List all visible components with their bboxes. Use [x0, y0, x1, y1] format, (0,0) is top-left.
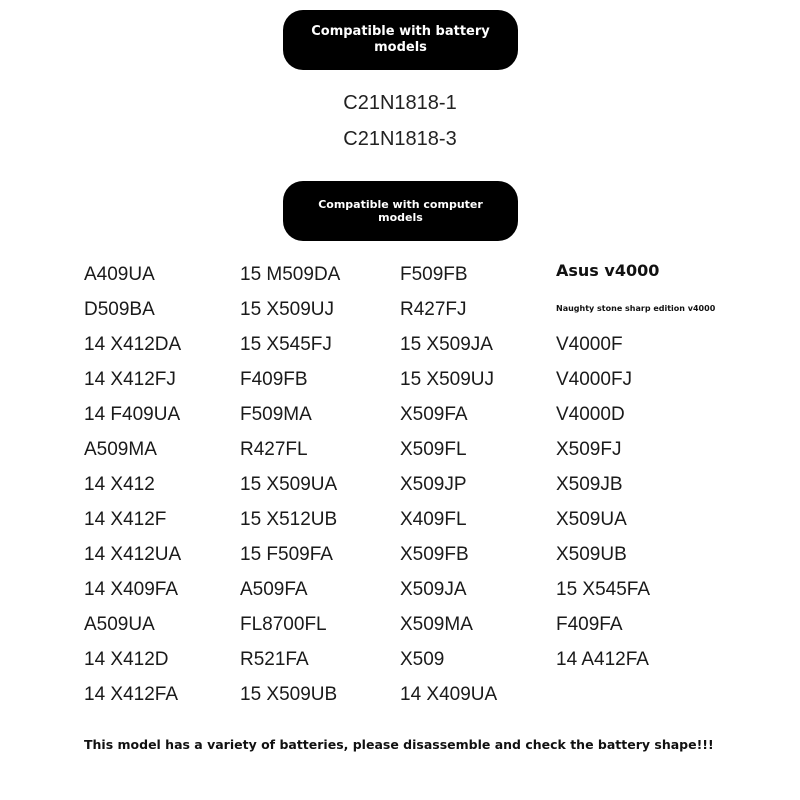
model-item: R427FL [240, 439, 308, 460]
model-item: X509FL [400, 439, 467, 460]
model-item: X509FB [400, 544, 469, 565]
asus-model-item: X509UA [556, 509, 627, 530]
asus-model-item: X509FJ [556, 439, 622, 460]
asus-model-item: X509JB [556, 474, 623, 495]
model-item: F509FB [400, 264, 468, 285]
model-item: 15 X509UJ [400, 369, 495, 390]
model-item: D509BA [84, 299, 155, 320]
model-item: 15 X509UA [240, 474, 338, 495]
model-item: 15 M509DA [240, 264, 341, 285]
model-item: X509MA [400, 614, 473, 635]
asus-model-item: X509UB [556, 544, 627, 565]
battery-model-1: C21N1818-1 [343, 92, 457, 114]
model-item: 14 X409UA [400, 684, 498, 705]
asus-model-item: V4000D [556, 404, 625, 425]
computer-header-label: Compatible with computer models [318, 197, 483, 224]
model-item: F509MA [240, 404, 312, 425]
model-item: 14 X409FA [84, 579, 179, 600]
asus-model-item: V4000FJ [556, 369, 633, 390]
model-item: R427FJ [400, 299, 467, 320]
model-item: F409FB [240, 369, 308, 390]
model-item: 14 F409UA [84, 404, 181, 425]
model-item: 14 X412F [84, 509, 167, 530]
model-item: 15 X512UB [240, 509, 338, 530]
model-item: 15 X545FJ [240, 334, 332, 355]
asus-model-item: F409FA [556, 614, 623, 635]
model-item: A509FA [240, 579, 308, 600]
model-item: X509 [400, 649, 445, 670]
computer-models-header: Compatible with computer models [283, 181, 518, 241]
battery-note: This model has a variety of batteries, p… [84, 737, 714, 752]
model-item: X409FL [400, 509, 467, 530]
battery-model-2: C21N1818-3 [343, 128, 457, 150]
battery-header-label: Compatible with battery models [311, 24, 490, 55]
model-item: A409UA [84, 264, 155, 285]
model-item: 14 X412D [84, 649, 169, 670]
model-item: X509FA [400, 404, 468, 425]
model-item: 15 F509FA [240, 544, 333, 565]
model-item: 15 X509JA [400, 334, 493, 355]
asus-v4000-title: Asus v4000 [556, 261, 660, 280]
model-item: FL8700FL [240, 614, 327, 635]
model-item: 14 X412DA [84, 334, 182, 355]
model-item: A509MA [84, 439, 157, 460]
model-item: A509UA [84, 614, 155, 635]
model-item: 14 X412UA [84, 544, 182, 565]
asus-model-item: V4000F [556, 334, 623, 355]
model-item: X509JP [400, 474, 467, 495]
model-item: 14 X412 [84, 474, 155, 495]
model-item: 15 X509UB [240, 684, 338, 705]
model-item: 14 X412FA [84, 684, 179, 705]
asus-model-item: 15 X545FA [556, 579, 651, 600]
model-item: X509JA [400, 579, 467, 600]
asus-model-item: 14 A412FA [556, 649, 649, 670]
asus-v4000-subtitle: Naughty stone sharp edition v4000 [556, 304, 716, 313]
model-item: 14 X412FJ [84, 369, 176, 390]
model-item: 15 X509UJ [240, 299, 335, 320]
battery-models-header: Compatible with battery models [283, 10, 518, 70]
model-item: R521FA [240, 649, 309, 670]
